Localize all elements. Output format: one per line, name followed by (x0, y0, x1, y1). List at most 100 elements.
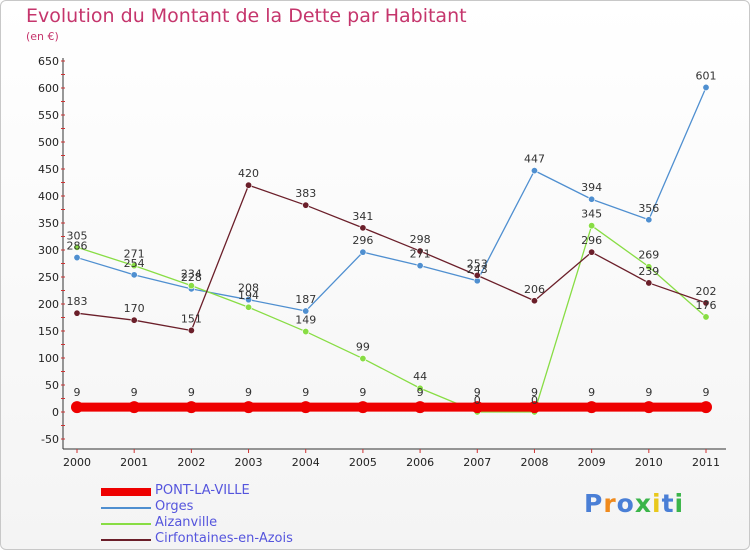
legend-swatch (101, 507, 151, 509)
proxiti-logo: Proxiti (584, 489, 684, 518)
data-label-cirfontaines-en-azois: 183 (67, 295, 88, 308)
data-label-pont-la-ville: 9 (417, 386, 424, 399)
y-tick-label: 650 (38, 55, 59, 68)
legend-swatch (101, 523, 151, 525)
data-point-cirfontaines-en-azois (702, 299, 710, 307)
logo-letter: i (652, 489, 662, 518)
data-point-orges (73, 254, 81, 262)
data-label-pont-la-ville: 9 (588, 386, 595, 399)
data-point-pont-la-ville (185, 401, 198, 414)
data-label-pont-la-ville: 9 (645, 386, 652, 399)
data-label-cirfontaines-en-azois: 202 (696, 285, 717, 298)
data-labels-layer: 286 254 228 208 187 296 271 243 447 394 356 601 305 2… (67, 69, 717, 407)
data-label-pont-la-ville: 9 (245, 386, 252, 399)
data-label-orges: 228 (181, 271, 202, 284)
data-point-pont-la-ville (414, 401, 427, 414)
data-label-aizanville: 269 (638, 249, 659, 262)
y-tick-label: 50 (45, 379, 59, 392)
data-label-cirfontaines-en-azois: 296 (581, 234, 602, 247)
x-tick-label: 2005 (349, 456, 377, 469)
y-tick-label: 400 (38, 190, 59, 203)
logo-letter: t (661, 489, 675, 518)
logo-letter: i (674, 489, 685, 518)
data-label-cirfontaines-en-azois: 239 (638, 265, 659, 278)
chart-subtitle: (en €) (26, 30, 59, 43)
data-point-aizanville (245, 303, 253, 311)
y-tick-label: 600 (38, 82, 59, 95)
x-tick-label: 2006 (406, 456, 434, 469)
data-label-cirfontaines-en-azois: 253 (467, 257, 488, 270)
data-label-pont-la-ville: 9 (474, 386, 481, 399)
y-tick-label: 350 (38, 217, 59, 230)
data-point-cirfontaines-en-azois (645, 279, 653, 287)
data-point-aizanville (645, 263, 653, 271)
data-label-pont-la-ville: 9 (302, 386, 309, 399)
data-label-aizanville: 194 (238, 289, 259, 302)
x-tick-label: 2000 (63, 456, 91, 469)
data-label-orges: 187 (295, 293, 316, 306)
data-label-aizanville: 345 (581, 208, 602, 221)
data-point-cirfontaines-en-azois (588, 248, 596, 256)
data-point-cirfontaines-en-azois (302, 201, 310, 209)
data-label-aizanville: 149 (295, 314, 316, 327)
x-tick-label: 2010 (635, 456, 663, 469)
chart-axes: -50 0 50 100 150 200 250 300 350 400 450 500 550 600 6… (38, 55, 726, 469)
data-label-cirfontaines-en-azois: 151 (181, 312, 202, 325)
data-point-aizanville (187, 282, 195, 290)
data-label-aizanville: 176 (696, 299, 717, 312)
logo-letter: x (634, 489, 652, 518)
x-tick-label: 2001 (120, 456, 148, 469)
data-point-pont-la-ville (528, 401, 541, 414)
data-point-pont-la-ville (700, 401, 712, 414)
data-label-orges: 286 (67, 240, 88, 253)
series-layer (71, 83, 712, 416)
data-label-orges: 243 (467, 263, 488, 276)
data-point-orges (645, 216, 653, 224)
data-point-cirfontaines-en-azois (187, 326, 195, 334)
data-point-pont-la-ville (71, 401, 83, 414)
data-point-cirfontaines-en-azois (130, 316, 138, 324)
x-tick-label: 2008 (520, 456, 548, 469)
data-label-aizanville: 99 (356, 341, 370, 354)
y-tick-label: 450 (38, 163, 59, 176)
data-point-orges (416, 262, 424, 270)
data-point-aizanville (359, 355, 367, 363)
data-point-cirfontaines-en-azois (530, 297, 538, 305)
data-label-cirfontaines-en-azois: 383 (295, 187, 316, 200)
data-label-cirfontaines-en-azois: 420 (238, 167, 259, 180)
logo-letter: o (616, 489, 635, 518)
legend-swatch (101, 539, 151, 541)
logo-letter: r (603, 489, 617, 518)
data-label-orges: 601 (696, 69, 717, 82)
data-label-aizanville: 305 (67, 229, 88, 242)
data-point-pont-la-ville (642, 401, 655, 414)
data-point-orges (245, 296, 253, 304)
data-point-orges (702, 83, 710, 91)
legend-swatch (101, 488, 151, 496)
legend-label: Orges (155, 499, 194, 514)
legend-label: PONT-LA-VILLE (155, 483, 250, 498)
y-tick-label: 200 (38, 298, 59, 311)
data-point-aizanville (73, 243, 81, 251)
data-label-aizanville: 0 (531, 394, 538, 407)
data-point-pont-la-ville (585, 401, 598, 414)
y-tick-label: 100 (38, 352, 59, 365)
data-point-orges (359, 248, 367, 256)
data-point-orges (530, 167, 538, 175)
data-point-cirfontaines-en-azois (473, 271, 481, 279)
data-label-cirfontaines-en-azois: 341 (352, 210, 373, 223)
y-tick-label: -50 (41, 433, 59, 446)
data-point-orges (130, 271, 138, 279)
y-tick-label: 250 (38, 271, 59, 284)
data-label-cirfontaines-en-azois: 170 (124, 302, 145, 315)
data-point-orges (302, 307, 310, 315)
logo-letter: P (584, 489, 604, 518)
data-point-aizanville (702, 313, 710, 321)
data-label-pont-la-ville: 9 (131, 386, 138, 399)
data-point-aizanville (588, 222, 596, 230)
data-label-cirfontaines-en-azois: 206 (524, 283, 545, 296)
data-label-orges: 271 (410, 248, 431, 261)
data-label-pont-la-ville: 9 (703, 386, 710, 399)
